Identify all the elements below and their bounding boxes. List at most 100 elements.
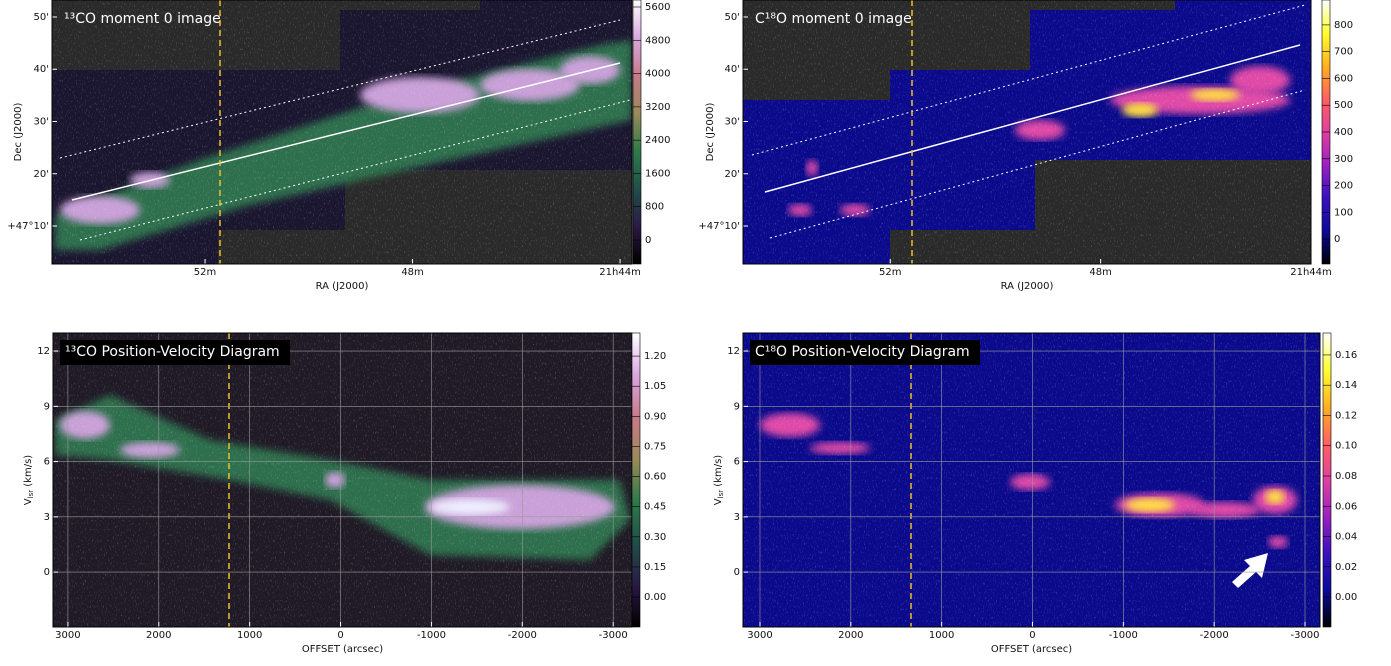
panel-title: C¹⁸O moment 0 image bbox=[755, 11, 912, 27]
y-label-sub: lsr bbox=[717, 490, 725, 499]
x-tick-label: 2000 bbox=[838, 630, 863, 641]
x-tick-label: -1000 bbox=[1109, 630, 1138, 641]
x-tick-label: 1000 bbox=[929, 630, 954, 641]
y-tick-label: 30' bbox=[725, 116, 740, 127]
y-tick-label: 3 bbox=[44, 512, 50, 523]
colorbar-label: 800 bbox=[1334, 20, 1353, 31]
colorbar-label: 300 bbox=[1334, 154, 1353, 165]
x-tick-label: 21h44m bbox=[1290, 267, 1332, 278]
colorbar-label: 0 bbox=[645, 235, 651, 246]
colorbar-label: 0.10 bbox=[1335, 441, 1357, 452]
x-axis-label: RA (J2000) bbox=[1001, 281, 1054, 292]
y-tick-label: 50' bbox=[34, 12, 49, 23]
colorbar-label: 0.12 bbox=[1335, 410, 1357, 421]
x-tick-label: 48m bbox=[1089, 267, 1111, 278]
noise bbox=[53, 333, 632, 627]
colorbar-label: 0 bbox=[1334, 234, 1340, 245]
y-tick-label: 30' bbox=[34, 116, 49, 127]
colorbar-label: 2400 bbox=[645, 135, 670, 146]
colorbar-label: 0.14 bbox=[1335, 380, 1357, 391]
x-tick-label: 2000 bbox=[146, 630, 171, 641]
image-panel bbox=[53, 333, 632, 627]
x-tick-label: -3000 bbox=[599, 630, 628, 641]
y-tick-label: 50' bbox=[725, 12, 740, 23]
x-tick-label: -2000 bbox=[1200, 630, 1229, 641]
colorbar-label: 0.15 bbox=[644, 562, 666, 573]
x-tick-label: 3000 bbox=[55, 630, 80, 641]
colorbar-label: 0.00 bbox=[644, 592, 666, 603]
colorbar-label: 5600 bbox=[645, 2, 670, 13]
x-tick-label: 0 bbox=[337, 630, 343, 641]
colorbar-label: 0.90 bbox=[644, 411, 666, 422]
x-tick-label: 21h44m bbox=[599, 267, 641, 278]
colorbar-label: 1.05 bbox=[644, 381, 666, 392]
colorbar-label: 0.60 bbox=[644, 472, 666, 483]
y-tick-label: 20' bbox=[725, 169, 740, 180]
image-panel bbox=[52, 0, 632, 264]
colorbar-label: 700 bbox=[1334, 47, 1353, 58]
y-axis-label: Vlsr (km/s) bbox=[23, 455, 35, 506]
y-tick-label: 40' bbox=[725, 64, 740, 75]
y-tick-label: +47°10' bbox=[698, 221, 740, 232]
x-tick-label: 52m bbox=[194, 267, 216, 278]
colorbar-label: 800 bbox=[645, 202, 664, 213]
noise bbox=[52, 0, 632, 264]
x-tick-label: -3000 bbox=[1290, 630, 1319, 641]
colorbar bbox=[632, 0, 642, 265]
colorbar-label: 0.02 bbox=[1335, 562, 1357, 573]
colorbar bbox=[1322, 332, 1332, 628]
colorbar-label: 0.06 bbox=[1335, 501, 1357, 512]
y-label-main: V bbox=[23, 498, 34, 505]
x-tick-label: -1000 bbox=[417, 630, 446, 641]
colorbar-label: 0.04 bbox=[1335, 532, 1357, 543]
colorbar-label: 200 bbox=[1334, 181, 1353, 192]
y-tick-label: 6 bbox=[44, 457, 50, 468]
frame bbox=[51, 0, 633, 265]
y-tick-label: 3 bbox=[734, 512, 740, 523]
x-axis-label: OFFSET (arcsec) bbox=[302, 644, 383, 655]
colorbar-label: 4800 bbox=[645, 35, 670, 46]
colorbar bbox=[631, 332, 641, 628]
panel-title: ¹³CO moment 0 image bbox=[64, 11, 221, 27]
y-tick-label: 12 bbox=[37, 346, 50, 357]
colorbar-label: 3200 bbox=[645, 102, 670, 113]
y-label-unit: (km/s) bbox=[23, 455, 34, 490]
colorbar-label: 0.75 bbox=[644, 441, 666, 452]
y-tick-label: 6 bbox=[734, 457, 740, 468]
x-axis-label: RA (J2000) bbox=[316, 281, 369, 292]
colorbar-label: 4000 bbox=[645, 69, 670, 80]
x-tick-label: -2000 bbox=[508, 630, 537, 641]
colorbar-label: 1.20 bbox=[644, 351, 666, 362]
colorbar-label: 400 bbox=[1334, 127, 1353, 138]
x-tick-label: 48m bbox=[401, 267, 423, 278]
colorbar-label: 0.45 bbox=[644, 502, 666, 513]
y-axis-label: Dec (J2000) bbox=[705, 103, 716, 162]
y-axis-label: Vlsr (km/s) bbox=[713, 455, 725, 506]
x-axis-label: OFFSET (arcsec) bbox=[991, 644, 1072, 655]
noise bbox=[743, 333, 1320, 627]
frame bbox=[742, 332, 1321, 628]
title-box bbox=[60, 340, 290, 365]
y-axis-label: Dec (J2000) bbox=[13, 103, 24, 162]
y-tick-label: +47°10' bbox=[7, 221, 49, 232]
panel-title: ¹³CO Position-Velocity Diagram bbox=[65, 344, 280, 360]
image-panel bbox=[743, 333, 1320, 627]
y-tick-label: 20' bbox=[34, 169, 49, 180]
y-tick-label: 0 bbox=[44, 567, 50, 578]
y-tick-label: 40' bbox=[34, 64, 49, 75]
colorbar-label: 0.08 bbox=[1335, 471, 1357, 482]
panel-title: C¹⁸O Position-Velocity Diagram bbox=[755, 344, 970, 360]
y-tick-label: 9 bbox=[734, 401, 740, 412]
y-label-sub: lsr bbox=[27, 490, 35, 499]
y-label-main: Dec (J2000) bbox=[705, 103, 716, 162]
x-tick-label: 52m bbox=[879, 267, 901, 278]
y-tick-label: 9 bbox=[44, 401, 50, 412]
y-label-main: Dec (J2000) bbox=[13, 103, 24, 162]
y-label-unit: (km/s) bbox=[713, 455, 724, 490]
noise bbox=[743, 0, 1311, 264]
y-tick-label: 12 bbox=[727, 346, 740, 357]
x-tick-label: 0 bbox=[1029, 630, 1035, 641]
title-box bbox=[750, 340, 980, 365]
colorbar-label: 1600 bbox=[645, 168, 670, 179]
